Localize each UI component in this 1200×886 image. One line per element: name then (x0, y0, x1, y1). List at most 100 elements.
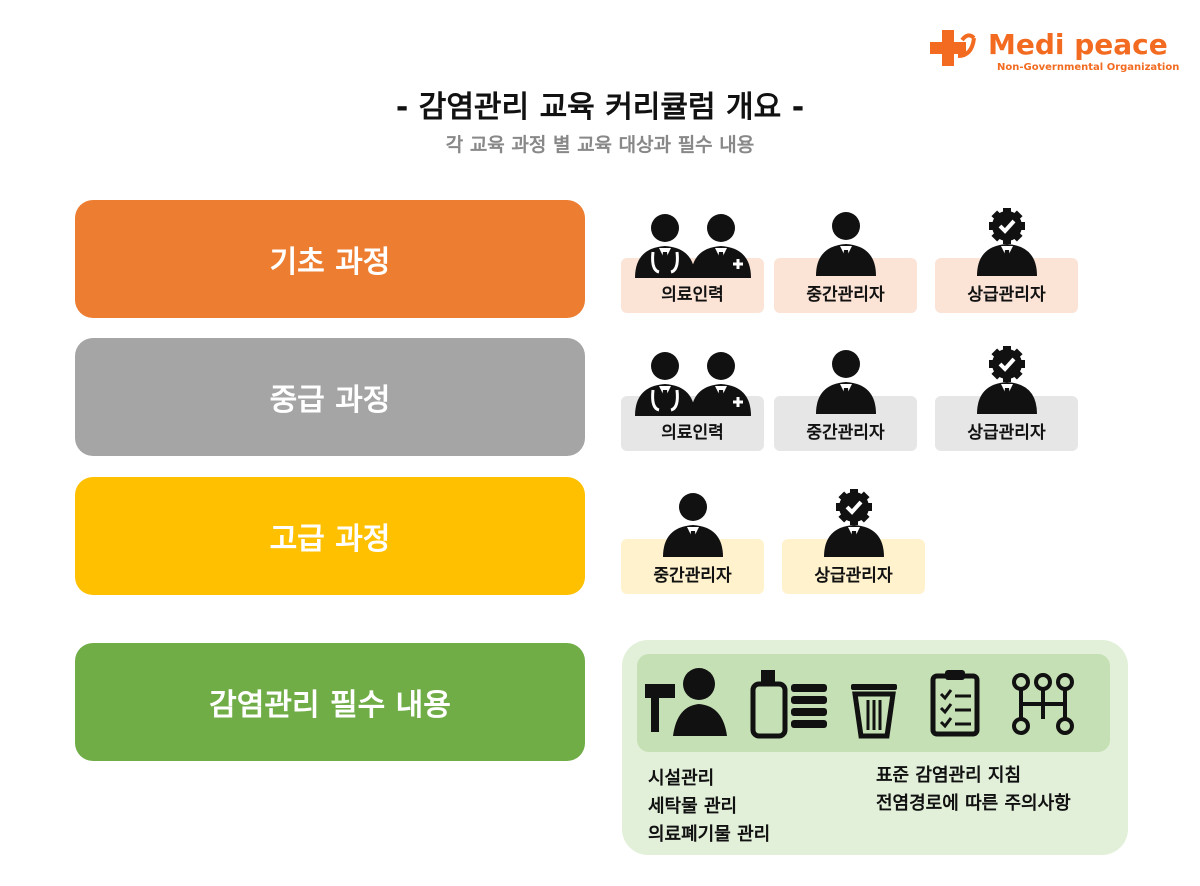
icon-part (991, 366, 1005, 380)
icon-part (1003, 234, 1011, 244)
essentials-icons (645, 668, 1074, 739)
icon-part (1003, 208, 1011, 218)
icon-part (851, 684, 897, 690)
logo-name: Medi peace (988, 28, 1168, 61)
icon-part (862, 503, 872, 511)
target-icon (816, 212, 876, 276)
icon-part (1003, 346, 1011, 356)
target-icon (635, 352, 751, 416)
target-box: 의료인력 (621, 214, 764, 313)
icon-part (856, 509, 870, 523)
icon-part (991, 348, 1005, 362)
target-box: 중간관리자 (621, 493, 764, 594)
icon-part (1056, 673, 1074, 691)
logo-icon (930, 30, 976, 66)
essential-item: 표준 감염관리 지침 (876, 765, 1022, 786)
icon-part (1034, 673, 1052, 691)
target-label: 상급관리자 (814, 566, 893, 586)
essentials-icon-bar (637, 654, 1110, 752)
icon-part (1019, 689, 1067, 719)
icon-part (645, 684, 675, 698)
icon-part (1012, 673, 1030, 691)
target-box: 상급관리자 (782, 489, 925, 594)
icon-part (791, 708, 827, 716)
essentials-label: 감염관리 필수 내용 (75, 643, 585, 761)
target-icon (663, 493, 723, 557)
essential-item: 전염경로에 따른 주의사항 (876, 793, 1071, 814)
icon-part (945, 670, 965, 680)
icon-part (683, 668, 715, 700)
icon-part (989, 360, 999, 368)
icon-part (661, 252, 669, 274)
icon-part (1056, 717, 1074, 735)
icon-part (1015, 222, 1025, 230)
target-label: 중간관리자 (806, 423, 885, 443)
icon-part (1009, 228, 1023, 242)
target-icon (824, 489, 884, 557)
essential-item: 세탁물 관리 (648, 796, 738, 817)
icon-part (673, 704, 727, 736)
icon-part (832, 350, 860, 378)
icon-part (1009, 366, 1023, 380)
target-icon (635, 214, 751, 278)
icon-part (645, 668, 1074, 739)
target-box: 상급관리자 (935, 208, 1078, 313)
icon-part (651, 389, 679, 412)
icon-part (991, 228, 1005, 242)
icon-part (651, 251, 679, 274)
icon-part (733, 259, 743, 269)
essential-item: 시설관리 (648, 768, 715, 789)
icon-part (866, 700, 882, 730)
icon-part (1015, 360, 1025, 368)
target-icon (977, 208, 1037, 276)
icon-part (707, 214, 735, 242)
logo-wreath (957, 33, 976, 58)
icon-part (838, 491, 852, 505)
icon-part (998, 219, 1016, 234)
icon-part (733, 397, 743, 407)
icon-part (717, 390, 725, 412)
icon-part (791, 696, 827, 704)
icon-part (850, 489, 858, 499)
course-label: 고급 과정 (75, 477, 585, 595)
target-label: 의료인력 (661, 285, 724, 305)
icon-part (679, 493, 707, 521)
icon-part (1009, 210, 1023, 224)
logo-subtitle: Non-Governmental Organization (997, 62, 1180, 73)
icon-part (850, 515, 858, 525)
icon-part (989, 222, 999, 230)
icon-part (1009, 348, 1023, 362)
icon-part (1012, 717, 1030, 735)
target-box: 의료인력 (621, 352, 764, 451)
target-icon (816, 350, 876, 414)
icon-part (852, 691, 896, 739)
icon-part (838, 509, 852, 523)
icon-part (850, 531, 858, 553)
target-label: 상급관리자 (967, 285, 1046, 305)
target-label: 중간관리자 (806, 285, 885, 305)
icon-part (1003, 388, 1011, 410)
icon-part (651, 698, 659, 732)
icon-part (651, 352, 679, 380)
target-label: 상급관리자 (967, 423, 1046, 443)
icon-part (845, 500, 863, 515)
target-icon (977, 346, 1037, 414)
target-box: 중간관리자 (774, 212, 917, 313)
icon-part (651, 214, 679, 242)
course-label: 기초 과정 (75, 200, 585, 318)
icon-part (791, 684, 827, 692)
title: - 감염관리 교육 커리큘럼 개요 - (395, 90, 805, 125)
icon-part (842, 388, 850, 410)
target-box: 중간관리자 (774, 350, 917, 451)
icon-part (1003, 372, 1011, 382)
icon-part (991, 210, 1005, 224)
icon-part (842, 250, 850, 272)
icon-part (689, 531, 697, 553)
target-label: 중간관리자 (653, 566, 732, 586)
target-box: 상급관리자 (935, 346, 1078, 451)
icon-part (707, 352, 735, 380)
course-label: 중급 과정 (75, 338, 585, 456)
subtitle: 각 교육 과정 별 교육 대상과 필수 내용 (445, 134, 755, 156)
icon-part (836, 503, 846, 511)
icon-part (750, 681, 788, 739)
